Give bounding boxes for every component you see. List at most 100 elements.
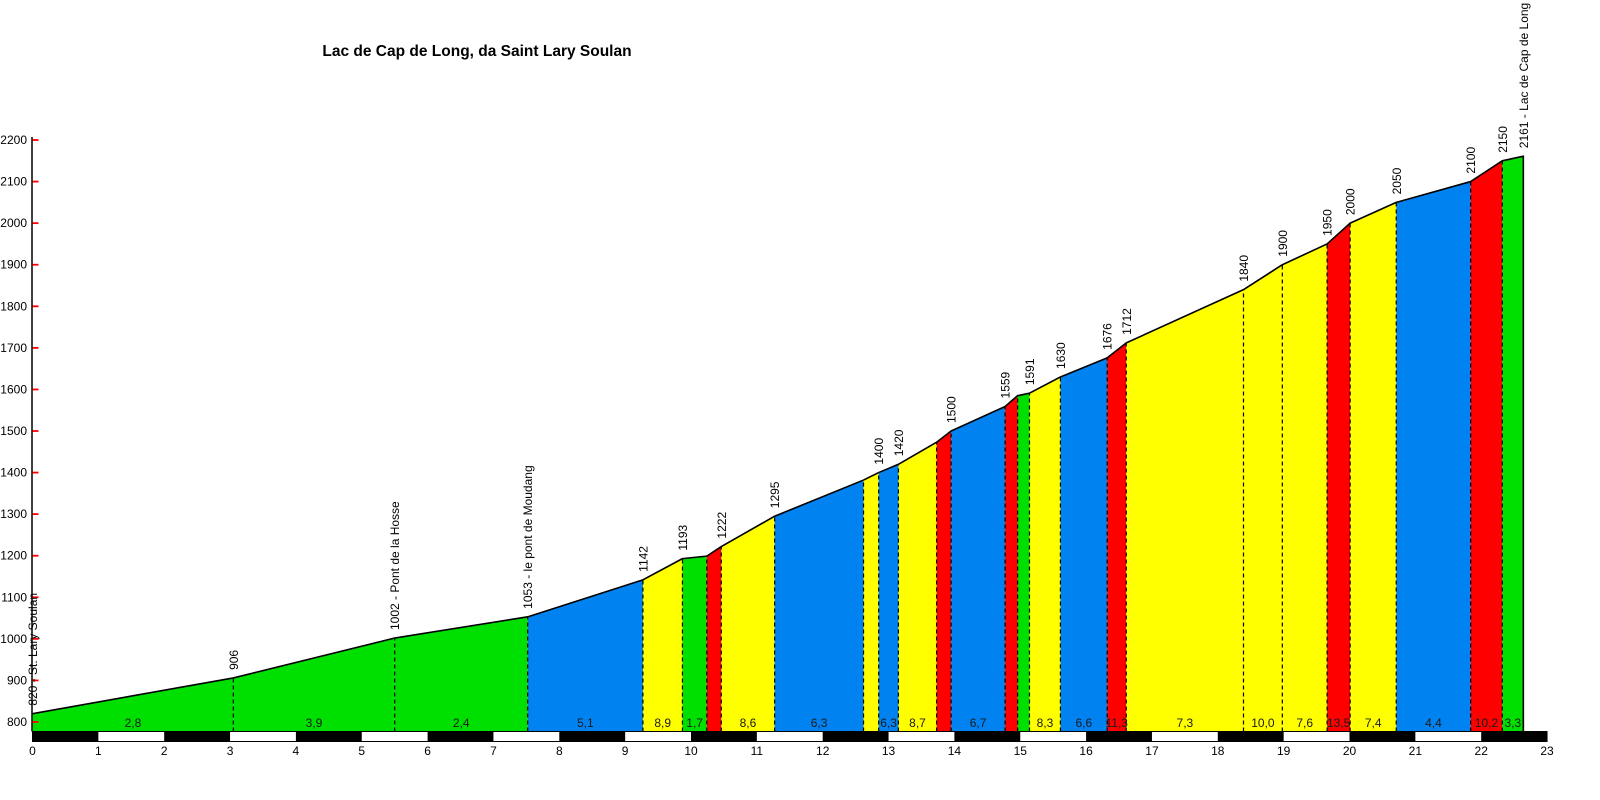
profile-segment <box>394 616 528 732</box>
y-axis-label: 1300 <box>0 507 27 521</box>
profile-segment <box>32 677 234 732</box>
x-axis-label: 8 <box>556 744 563 758</box>
distance-scale-bar-km <box>954 731 1021 742</box>
profile-segment <box>878 464 899 732</box>
milestone-label: 1142 <box>636 546 650 572</box>
axes-layer <box>31 137 1548 742</box>
x-axis-label: 12 <box>816 744 830 758</box>
y-axis-label: 1500 <box>0 424 27 438</box>
profile-segment <box>1470 160 1503 732</box>
gradient-label: 3,9 <box>306 716 323 730</box>
y-axis-label: 1200 <box>0 549 27 563</box>
profile-area-layer <box>32 156 1524 732</box>
milestone-label: 2050 <box>1390 167 1404 194</box>
milestone-label: 1193 <box>676 524 690 550</box>
distance-scale-bar-km <box>559 731 626 742</box>
profile-segment <box>936 431 952 732</box>
profile-outline <box>32 155 1525 732</box>
milestone-label: 2000 <box>1344 188 1358 215</box>
x-axis-label: 19 <box>1277 744 1291 758</box>
x-axis-label: 15 <box>1014 744 1028 758</box>
x-axis-label: 6 <box>424 744 431 758</box>
profile-segment <box>1107 342 1127 732</box>
distance-scale-bar-km <box>295 731 362 742</box>
x-axis-label: 17 <box>1145 744 1159 758</box>
distance-scale-bar-km <box>691 731 757 742</box>
profile-segment <box>682 556 707 732</box>
profile-segment <box>863 472 879 732</box>
x-axis-label: 1 <box>95 744 102 758</box>
gradient-label: 8,9 <box>654 716 671 730</box>
x-axis-label: 16 <box>1079 744 1093 758</box>
profile-segment <box>233 638 395 732</box>
y-axis-label: 1800 <box>0 299 27 313</box>
milestone-label: 2100 <box>1464 147 1478 174</box>
x-axis-label: 2 <box>161 744 168 758</box>
gradient-label: 6,3 <box>880 716 897 730</box>
milestone-label: 1900 <box>1276 230 1290 257</box>
x-axis-label: 4 <box>293 744 300 758</box>
milestone-label: 1295 <box>768 481 782 508</box>
milestone-label: 1222 <box>715 512 729 539</box>
gradient-label: 4,4 <box>1425 716 1442 730</box>
distance-scale-bar-km <box>164 731 231 742</box>
profile-segment <box>1327 223 1351 732</box>
gradient-label: 11,3 <box>1105 716 1128 730</box>
x-axis-label: 9 <box>622 744 629 758</box>
gradient-label: 7,6 <box>1296 716 1313 730</box>
milestone-label: 2150 <box>1496 126 1510 153</box>
x-axis-label: 0 <box>29 744 36 758</box>
y-axis-label: 1700 <box>0 341 27 355</box>
gradient-label: 3,3 <box>1504 716 1521 730</box>
profile-segment <box>527 579 643 732</box>
profile-segment <box>1502 156 1524 732</box>
milestone-label: 2161 - Lac de Cap de Long <box>1517 3 1531 148</box>
profile-segment <box>898 442 937 732</box>
x-axis-label: 23 <box>1540 744 1554 758</box>
chart-title: Lac de Cap de Long, da Saint Lary Soulan <box>322 43 631 60</box>
distance-scale-bar-km <box>822 731 889 742</box>
milestone-label: 1559 <box>999 371 1013 398</box>
profile-segment <box>721 516 775 732</box>
distance-scale-bar-km <box>1481 731 1548 742</box>
x-axis-label: 18 <box>1211 744 1225 758</box>
distance-scale-bar-km <box>1086 731 1152 742</box>
milestone-label: 906 <box>227 650 241 670</box>
y-axis-label: 2200 <box>0 133 27 147</box>
gradient-label: 8,6 <box>740 716 757 730</box>
profile-outline-layer <box>32 155 1525 732</box>
milestone-label: 1840 <box>1237 255 1251 282</box>
gradient-label: 1,7 <box>686 716 703 730</box>
milestone-label: 820 - St. Lary Soulan <box>26 593 40 706</box>
milestone-label: 1950 <box>1321 209 1335 236</box>
x-axis-label: 20 <box>1343 744 1357 758</box>
profile-segment <box>951 406 1006 732</box>
y-axis-label: 800 <box>7 715 27 729</box>
x-axis-label: 13 <box>882 744 896 758</box>
y-axis-label: 1000 <box>0 632 27 646</box>
profile-segment <box>1350 202 1397 732</box>
labels-layer: 8009001000110012001300140015001600170018… <box>0 3 1554 758</box>
gradient-label: 2,8 <box>125 716 142 730</box>
profile-segment <box>1126 289 1244 732</box>
gradient-label: 10,2 <box>1475 716 1499 730</box>
y-axis-label: 2000 <box>0 216 27 230</box>
x-axis-label: 22 <box>1475 744 1489 758</box>
profile-segment <box>1243 264 1283 732</box>
y-axis-label: 2100 <box>0 175 27 189</box>
distance-scale-bar <box>32 731 1548 742</box>
gradient-label: 5,1 <box>577 716 594 730</box>
gradient-label: 13,5 <box>1327 716 1351 730</box>
profile-segment <box>1396 181 1471 732</box>
profile-segment <box>1060 357 1108 732</box>
gradient-label: 8,3 <box>1037 716 1054 730</box>
gradient-label: 6,3 <box>811 716 828 730</box>
x-axis-label: 7 <box>490 744 497 758</box>
milestone-label: 1630 <box>1054 342 1068 369</box>
profile-segment <box>1017 393 1030 732</box>
x-axis-label: 5 <box>358 744 365 758</box>
gradient-label: 6,6 <box>1075 716 1092 730</box>
distance-scale-bar-km <box>1217 731 1284 742</box>
